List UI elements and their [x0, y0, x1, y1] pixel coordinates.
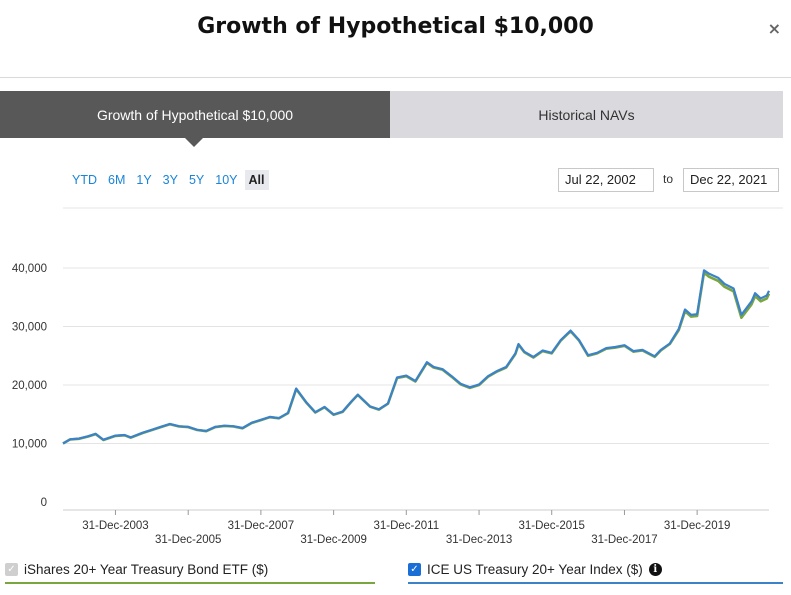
close-icon[interactable]: × [767, 19, 781, 38]
x-tick-label: 31-Dec-2017 [591, 534, 657, 546]
date-from-input[interactable]: Jul 22, 2002 [558, 168, 654, 192]
index-checkbox[interactable]: ✓ [408, 562, 421, 576]
x-tick-label: 31-Dec-2015 [518, 520, 584, 532]
etf-checkbox[interactable]: ✓ [5, 562, 18, 576]
x-tick-label: 31-Dec-2007 [228, 520, 294, 532]
x-tick-label: 31-Dec-2009 [300, 534, 366, 546]
x-tick-label: 31-Dec-2013 [446, 534, 512, 546]
range-6m-button[interactable]: 6M [108, 173, 126, 187]
tab-caret-icon [185, 138, 203, 147]
y-tick-label: 30,000 [12, 322, 47, 334]
info-icon[interactable]: i [648, 562, 662, 576]
x-tick-label: 31-Dec-2011 [373, 520, 439, 532]
growth-chart: 0 10,000 20,000 30,000 40,000 31-Dec-2003 31-D… [12, 207, 783, 546]
title-divider [0, 77, 791, 78]
modal-title: Growth of Hypothetical $10,000 [197, 14, 594, 39]
range-5y-button[interactable]: 5Y [188, 173, 205, 187]
legend-etf-label: iShares 20+ Year Treasury Bond ETF ($) [24, 561, 269, 577]
legend-item-etf[interactable]: ✓ iShares 20+ Year Treasury Bond ETF ($) [5, 556, 375, 584]
range-ytd-button[interactable]: YTD [72, 173, 97, 187]
range-3y-button[interactable]: 3Y [162, 173, 178, 187]
range-1y-button[interactable]: 1Y [136, 173, 152, 187]
tab-historical-navs-label: Historical NAVs [538, 106, 635, 123]
range-selector: YTD 6M 1Y 3Y 5Y 10Y All [68, 170, 272, 190]
series-line-index [62, 269, 770, 445]
date-to-input[interactable]: Dec 22, 2021 [683, 168, 779, 192]
tab-growth-label: Growth of Hypothetical $10,000 [96, 106, 294, 123]
tab-growth[interactable]: Growth of Hypothetical $10,000 [0, 91, 390, 147]
x-tick-label: 31-Dec-2005 [155, 534, 221, 546]
range-10y-button[interactable]: 10Y [215, 173, 238, 187]
x-tick-label: 31-Dec-2003 [82, 520, 148, 532]
legend-item-index[interactable]: ✓ ICE US Treasury 20+ Year Index ($) i [408, 556, 783, 584]
y-tick-label: 40,000 [12, 263, 47, 275]
date-separator: to [663, 172, 674, 186]
legend-index-label: ICE US Treasury 20+ Year Index ($) [427, 561, 643, 577]
series-line-etf [62, 271, 771, 445]
y-tick-label: 20,000 [12, 380, 47, 392]
range-all-button[interactable]: All [244, 170, 269, 190]
y-tick-label: 10,000 [12, 439, 47, 451]
y-tick-label: 0 [41, 497, 47, 509]
x-tick-label: 31-Dec-2019 [664, 520, 730, 532]
tab-bar: Growth of Hypothetical $10,000 Historica… [0, 91, 783, 147]
tab-historical-navs[interactable]: Historical NAVs [390, 91, 783, 138]
